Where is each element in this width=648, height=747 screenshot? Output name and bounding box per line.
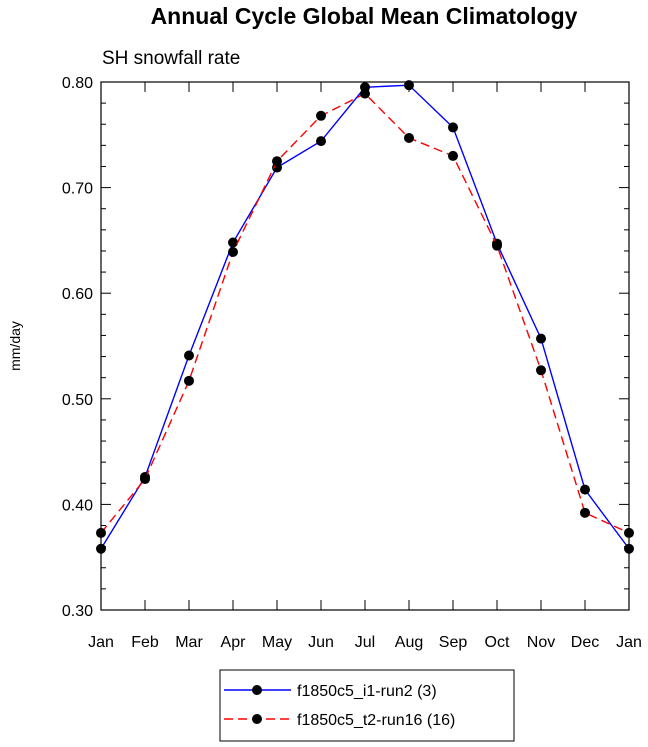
data-point	[624, 527, 634, 538]
data-point	[140, 474, 150, 485]
chart-title: Annual Cycle Global Mean Climatology	[151, 3, 578, 29]
series-layer	[96, 80, 634, 554]
data-point	[448, 122, 458, 133]
data-point	[184, 350, 194, 361]
data-point	[316, 136, 326, 147]
plot-frame	[100, 81, 630, 611]
data-point	[96, 543, 106, 554]
y-tick-label: 0.40	[62, 497, 93, 514]
data-point	[580, 484, 590, 495]
legend-label: f1850c5_t2-run16 (16)	[297, 712, 455, 729]
y-tick-label: 0.60	[62, 286, 93, 303]
data-point	[624, 543, 634, 554]
x-tick-label: Jun	[308, 634, 334, 651]
x-tick-label: Jan	[88, 634, 114, 651]
x-tick-label: Dec	[571, 634, 599, 651]
x-tick-label: Jul	[355, 634, 375, 651]
x-tick-label: Aug	[395, 634, 423, 651]
y-tick-label: 0.80	[62, 75, 93, 92]
data-point	[272, 156, 282, 167]
x-tick-label: Apr	[221, 634, 247, 651]
series-line-1	[100, 84, 630, 550]
legend-label: f1850c5_i1-run2 (3)	[297, 683, 437, 700]
x-tick-label: Nov	[527, 634, 555, 651]
x-tick-label: Jan	[616, 634, 642, 651]
data-point	[404, 80, 414, 91]
x-tick-label: Sep	[439, 634, 468, 651]
x-tick-label: Feb	[131, 634, 159, 651]
legend-marker	[252, 714, 262, 724]
legend-marker	[252, 685, 262, 695]
y-tick-label: 0.70	[62, 181, 93, 198]
chart-subtitle: SH snowfall rate	[102, 48, 240, 69]
data-point	[360, 88, 370, 99]
series-line-2	[100, 92, 630, 534]
data-point	[536, 333, 546, 344]
y-axis-label: mm/day	[7, 321, 23, 371]
data-point	[580, 507, 590, 518]
data-point	[448, 150, 458, 161]
data-point	[228, 237, 238, 248]
y-tick-label: 0.30	[62, 603, 93, 620]
data-point	[316, 110, 326, 121]
y-tick-label: 0.50	[62, 392, 93, 409]
data-point	[228, 247, 238, 258]
data-point	[492, 240, 502, 251]
data-point	[184, 375, 194, 386]
x-tick-label: Oct	[485, 634, 510, 651]
data-point	[96, 527, 106, 538]
x-tick-label: Mar	[175, 634, 203, 651]
data-point	[536, 365, 546, 376]
x-tick-label: May	[262, 634, 292, 651]
legend: f1850c5_i1-run2 (3) f1850c5_t2-run16 (16)	[219, 669, 515, 742]
legend-box	[219, 669, 515, 742]
axes: 0.30 0.40 0.50 0.60 0.70 0.80 Jan Feb Mar Apr May J…	[62, 75, 642, 651]
data-point	[404, 132, 414, 143]
